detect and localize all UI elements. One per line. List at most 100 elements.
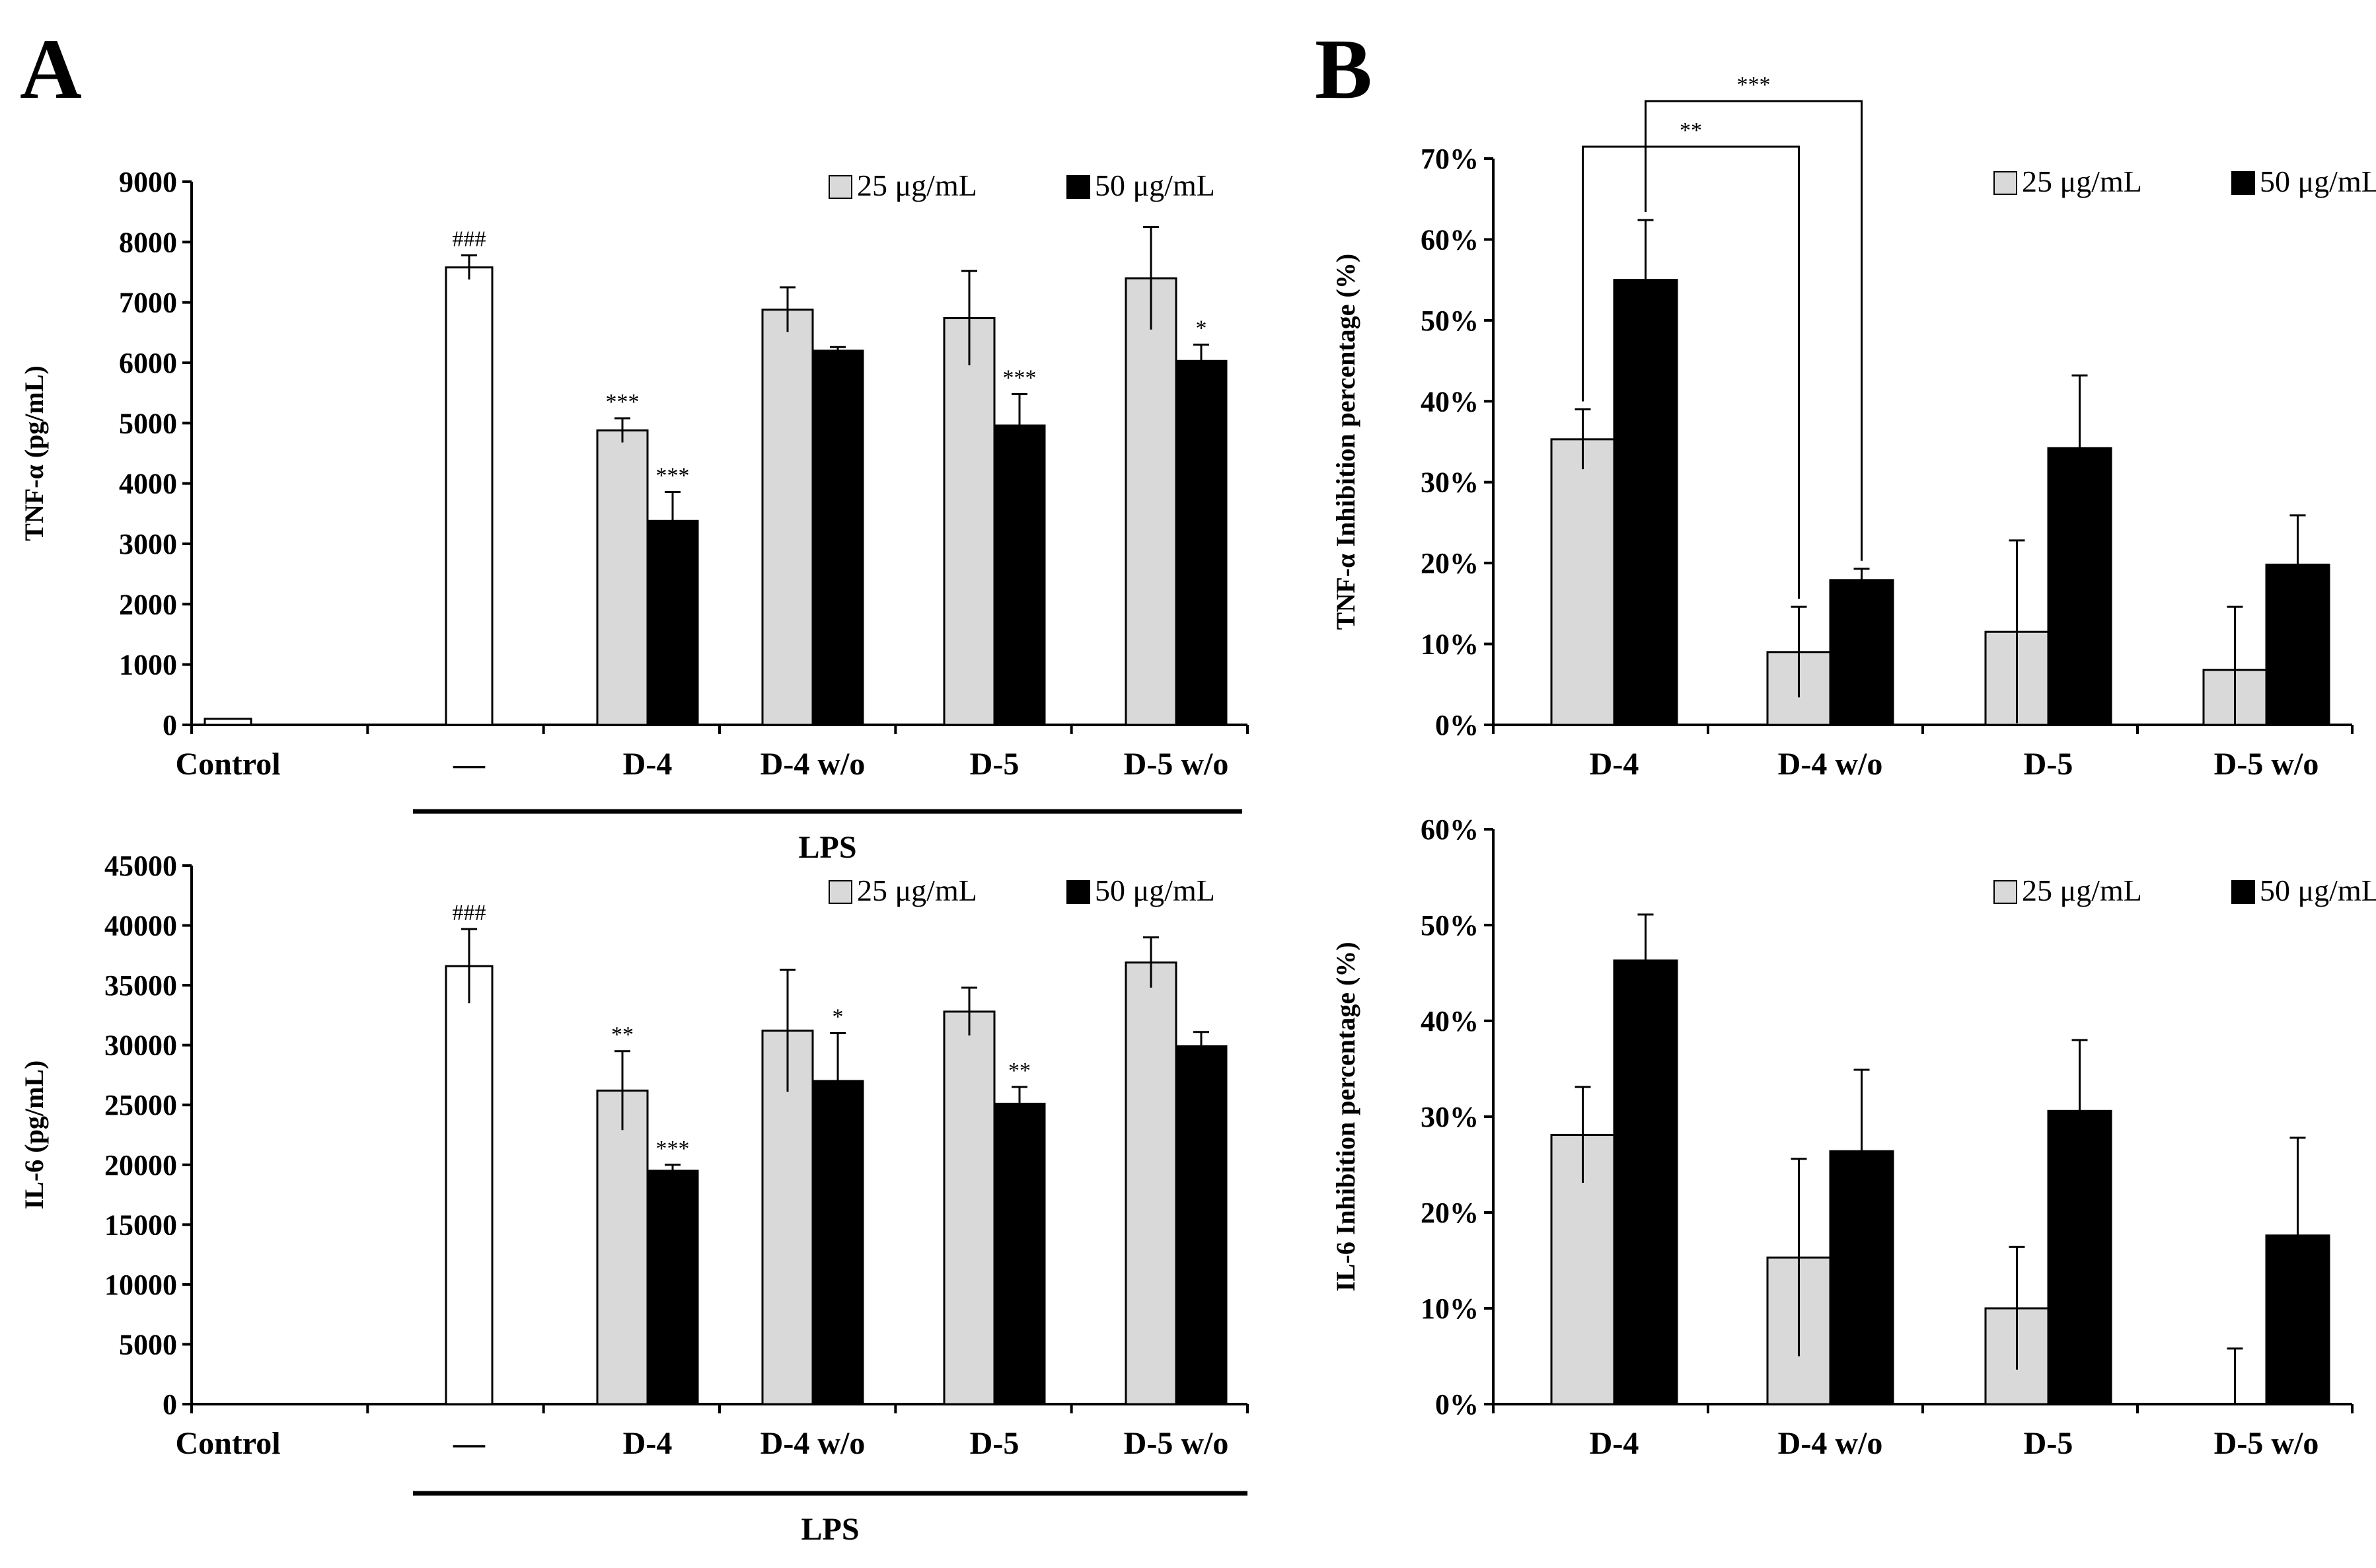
b-bottom-x-tick-label: D-4 w/o	[1778, 1426, 1883, 1461]
a-top-y-tick-label: 3000	[119, 528, 177, 560]
a-bottom-bar-low	[944, 1012, 994, 1404]
a-bottom-bar-high	[813, 1081, 863, 1404]
b-top-legend-label-low: 25 μg/mL	[2022, 165, 2142, 198]
b-top-y-tick-label: 0%	[1435, 709, 1479, 741]
a-top-x-tick-label: Control	[175, 747, 280, 782]
a-bottom-y-tick-label: 5000	[119, 1328, 177, 1361]
b-top-bar-high	[1614, 280, 1677, 725]
a-bottom-y-tick-label: 40000	[104, 910, 177, 942]
a-bottom-legend-label-high: 50 μg/mL	[1095, 874, 1215, 907]
a-bottom-y-tick-label: 10000	[104, 1269, 177, 1301]
b-bottom-y-tick-label: 10%	[1421, 1292, 1479, 1325]
b-top-bar-high	[1830, 580, 1893, 725]
b-top-comparison-label: **	[1680, 118, 1702, 143]
figure-canvas: 0 1000 2000 3000 4000 5000 6000 7000 8000 9000 Con…	[0, 0, 2376, 1568]
b-top-y-axis-label: TNF-α Inhibition percentage (%)	[1331, 254, 1360, 630]
a-bottom-x-tick-label: —	[453, 1426, 486, 1461]
a-top-bar-low	[597, 430, 648, 725]
a-bottom-bar-lps-only	[446, 966, 492, 1404]
a-top-x-tick-label: D-4	[623, 747, 673, 782]
b-top-y-tick-label: 10%	[1421, 628, 1479, 661]
a-top-y-tick-label: 7000	[119, 287, 177, 319]
a-bottom-x-tick-label: D-5	[970, 1426, 1020, 1461]
a-top-x-tick-label: —	[453, 747, 486, 782]
a-bottom-x-tick-label: D-4 w/o	[761, 1426, 866, 1461]
a-top-bar-low	[762, 310, 813, 725]
a-top-y-tick-label: 8000	[119, 226, 177, 258]
a-bottom-x-tick-label: D-4	[623, 1426, 673, 1461]
a-top-bar-high	[994, 426, 1045, 725]
b-top-y-tick-label: 70%	[1421, 143, 1479, 175]
a-bottom-bar-low	[597, 1090, 648, 1404]
b-bottom-x-tick-label: D-5	[2024, 1426, 2073, 1461]
b-top-comparison-label: ***	[1737, 73, 1771, 97]
a-top-y-axis-label: TNF-α (pg/mL)	[19, 365, 49, 541]
b-bottom-y-axis-label: IL-6 Inhibition percentage (%)	[1331, 942, 1360, 1291]
a-top-x-tick-label: D-4 w/o	[761, 747, 866, 782]
b-bottom-x-tick-label: D-5 w/o	[2214, 1426, 2319, 1461]
b-bottom-y-tick-label: 0%	[1435, 1388, 1479, 1421]
a-bottom-y-tick-label: 0	[163, 1388, 177, 1421]
a-top-significance-label: ***	[656, 463, 690, 488]
a-top-x-tick-label: D-5 w/o	[1124, 747, 1229, 782]
a-bottom-significance-label: **	[1008, 1059, 1031, 1083]
a-bottom-bar-high	[648, 1171, 698, 1404]
a-bottom-y-tick-label: 45000	[104, 850, 177, 882]
a-top-legend-swatch-high	[1067, 176, 1090, 198]
a-top-y-tick-label: 6000	[119, 347, 177, 379]
a-top-bar-low	[944, 318, 994, 725]
a-bottom-legend-swatch-low	[829, 881, 852, 903]
b-bottom-legend-label-high: 50 μg/mL	[2260, 874, 2376, 907]
b-top-y-tick-label: 20%	[1421, 547, 1479, 579]
a-top-bar-high	[1176, 361, 1226, 725]
a-top-significance-label: ***	[1003, 365, 1037, 390]
b-bottom-bar-high	[1614, 961, 1677, 1404]
b-top-x-tick-label: D-5 w/o	[2214, 747, 2319, 782]
a-top-legend-label-high: 50 μg/mL	[1095, 168, 1215, 202]
a-top-y-tick-label: 5000	[119, 407, 177, 439]
a-top-bar-high	[648, 521, 698, 725]
a-bottom-bar-high	[994, 1103, 1045, 1404]
b-top-legend-swatch-low	[1994, 172, 2017, 194]
a-top-significance-label: ###	[453, 227, 486, 251]
b-top-legend-swatch-high	[2232, 172, 2254, 194]
a-bottom-bar-high	[1176, 1046, 1226, 1404]
a-bottom-legend-label-low: 25 μg/mL	[857, 874, 977, 907]
a-top-y-tick-label: 1000	[119, 649, 177, 681]
a-bottom-significance-label: *	[833, 1005, 844, 1029]
a-bottom-x-tick-label: Control	[175, 1426, 280, 1461]
a-top-y-tick-label: 0	[163, 709, 177, 741]
a-bottom-legend-swatch-high	[1067, 881, 1090, 903]
a-top-y-tick-label: 2000	[119, 588, 177, 620]
a-bottom-significance-label: ###	[453, 901, 486, 925]
a-bottom-lps-label: LPS	[801, 1512, 859, 1547]
b-bottom-legend-swatch-low	[1994, 881, 2017, 903]
a-bottom-y-tick-label: 35000	[104, 969, 177, 1002]
a-top-x-tick-label: D-5	[970, 747, 1020, 782]
a-top-y-tick-label: 4000	[119, 468, 177, 500]
b-bottom-y-tick-label: 40%	[1421, 1005, 1479, 1037]
a-top-bar-control	[205, 719, 251, 725]
b-bottom-y-tick-label: 30%	[1421, 1101, 1479, 1133]
b-top-y-tick-label: 60%	[1421, 223, 1479, 256]
b-top-x-tick-label: D-4 w/o	[1778, 747, 1883, 782]
a-top-bar-low	[1126, 278, 1176, 725]
b-top-comparison-bracket	[1646, 101, 1862, 561]
a-top-legend-label-low: 25 μg/mL	[857, 168, 977, 202]
a-bottom-significance-label: **	[611, 1023, 634, 1047]
a-bottom-x-tick-label: D-5 w/o	[1124, 1426, 1229, 1461]
b-bottom-y-tick-label: 20%	[1421, 1197, 1479, 1229]
a-top-significance-label: ***	[606, 390, 640, 414]
a-bottom-y-tick-label: 30000	[104, 1029, 177, 1062]
b-top-y-tick-label: 40%	[1421, 385, 1479, 418]
a-top-bar-high	[813, 351, 863, 725]
a-bottom-y-axis-label: IL-6 (pg/mL)	[19, 1061, 49, 1210]
a-top-y-tick-label: 9000	[119, 166, 177, 198]
a-top-significance-label: *	[1196, 317, 1207, 341]
b-top-y-tick-label: 30%	[1421, 467, 1479, 499]
a-top-lps-label: LPS	[798, 830, 856, 865]
b-bottom-legend-label-low: 25 μg/mL	[2022, 874, 2142, 907]
a-top-legend-swatch-low	[829, 176, 852, 198]
b-top-bar-low	[1551, 439, 1614, 725]
b-top-x-tick-label: D-5	[2024, 747, 2073, 782]
